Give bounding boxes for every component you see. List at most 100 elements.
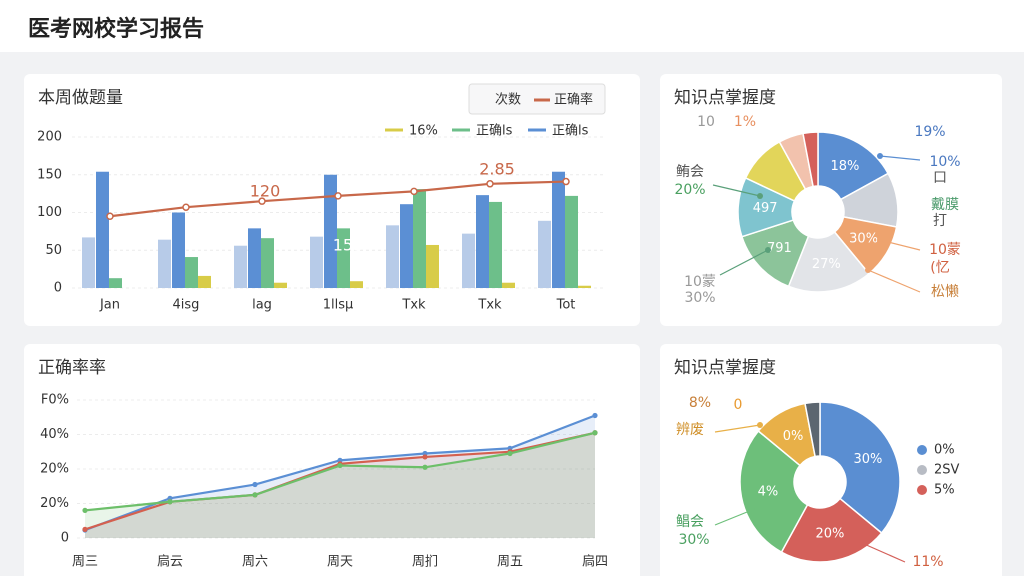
line-point xyxy=(486,180,494,188)
line-point xyxy=(410,187,418,196)
annotation: 2.85 xyxy=(479,160,515,179)
x-tick-label: Txk xyxy=(477,298,502,313)
leader-dot xyxy=(877,153,883,159)
x-tick-label: 周三 xyxy=(72,555,98,570)
bar xyxy=(476,195,489,288)
y-tick-label: F0% xyxy=(41,393,69,408)
area xyxy=(85,432,595,538)
area xyxy=(85,415,595,538)
x-tick-label: 1llsµ xyxy=(323,298,354,313)
bar xyxy=(234,245,247,288)
leader-dot xyxy=(749,507,755,513)
leader-line xyxy=(879,155,921,161)
leader-line xyxy=(867,269,921,293)
slice-label: 791 xyxy=(767,241,792,256)
bar xyxy=(538,220,551,288)
bar xyxy=(82,237,95,288)
annotation: 戴膜 xyxy=(931,197,959,213)
x-tick-label: Txk xyxy=(401,298,426,313)
annotation: 鲔会 xyxy=(676,164,704,180)
bar xyxy=(502,282,515,288)
bar xyxy=(462,233,475,288)
donut-slice xyxy=(787,230,871,293)
slice-label: 0% xyxy=(783,429,804,444)
annotation: 19% xyxy=(914,124,945,140)
bar xyxy=(578,285,591,288)
legend-swatch xyxy=(917,465,927,475)
leader-dot xyxy=(877,237,883,243)
x-tick-label: 周扪 xyxy=(412,555,438,570)
y-tick-label: 150 xyxy=(37,167,62,182)
bar xyxy=(426,244,439,288)
slice-label: 497 xyxy=(753,201,778,216)
line-point xyxy=(507,450,513,457)
bar xyxy=(324,174,337,288)
bar xyxy=(109,278,122,288)
donut-slice xyxy=(804,401,821,458)
x-tick-label: lag xyxy=(252,298,272,313)
bar xyxy=(158,239,171,288)
x-tick-label: 扃四 xyxy=(582,554,608,570)
y-tick-label: 20% xyxy=(40,496,69,511)
panel xyxy=(24,344,640,576)
panel-title: 知识点掌握度 xyxy=(674,358,776,378)
x-tick-label: 扃云 xyxy=(157,554,183,570)
line-point xyxy=(592,412,598,419)
annotation: 30% xyxy=(684,290,715,306)
bar xyxy=(386,225,399,288)
slice-label: 27% xyxy=(812,257,841,272)
leader-dot xyxy=(757,193,763,199)
bar xyxy=(261,238,274,288)
donut-slice xyxy=(780,497,883,563)
line-point xyxy=(337,462,343,469)
slice-label: 18% xyxy=(831,159,860,174)
annotation: 8% xyxy=(689,395,711,411)
annotation: 辨废 xyxy=(676,422,704,438)
annotation: 120 xyxy=(250,182,281,201)
y-tick-label: 40% xyxy=(40,427,69,442)
x-tick-label: 周五 xyxy=(497,555,523,570)
bar xyxy=(248,228,261,288)
annotation: (忆 xyxy=(930,260,949,276)
leader-line xyxy=(714,509,753,526)
leader-line xyxy=(714,424,761,433)
annotation: 1% xyxy=(734,114,756,130)
header-bar xyxy=(0,0,1024,52)
annotation: 155 xyxy=(333,236,364,255)
annotation: 0 xyxy=(734,397,743,413)
legend-swatch xyxy=(917,445,927,455)
bar xyxy=(552,171,565,288)
line-point xyxy=(252,492,258,498)
line-point xyxy=(562,177,570,186)
bar xyxy=(565,195,578,288)
annotation: 10蒙 xyxy=(684,274,716,290)
annotation: 口 xyxy=(933,170,947,186)
x-tick-label: 4isg xyxy=(173,298,200,313)
annotation: 鲳会 xyxy=(676,514,704,530)
annotation: 打 xyxy=(933,212,947,229)
slice-label: 30% xyxy=(849,231,878,246)
bar xyxy=(96,171,109,288)
legend-swatch xyxy=(917,485,927,495)
annotation: 10蒙 xyxy=(929,242,961,258)
bar xyxy=(274,282,287,288)
area xyxy=(85,432,595,538)
legend-label: 5% xyxy=(934,483,955,498)
donut-slice xyxy=(802,131,819,188)
legend-label: 2SV xyxy=(934,463,960,478)
annotation: 20% xyxy=(674,182,705,198)
leader-line xyxy=(719,249,769,276)
x-tick-label: Tot xyxy=(556,298,576,313)
leader-line xyxy=(879,239,921,251)
y-tick-label: 0 xyxy=(54,281,62,296)
line-point xyxy=(82,526,88,532)
annotation: 10% xyxy=(929,154,960,170)
legend-label: 0% xyxy=(934,443,955,458)
panel-title: 知识点掌握度 xyxy=(674,88,776,108)
leader-dot xyxy=(852,537,858,543)
panel xyxy=(660,344,1002,576)
line-point xyxy=(106,212,114,221)
line-point xyxy=(334,192,342,200)
